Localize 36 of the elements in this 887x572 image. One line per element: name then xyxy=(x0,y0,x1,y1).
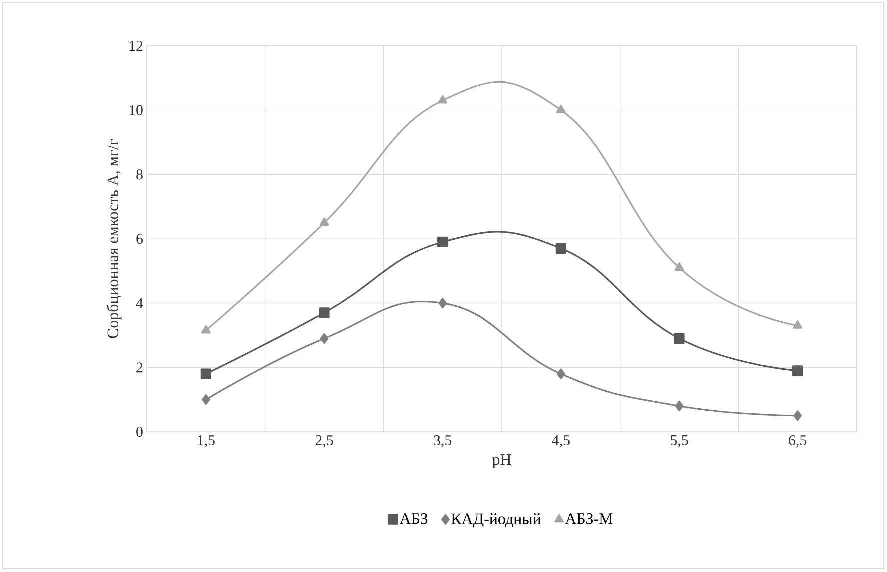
point xyxy=(438,95,448,104)
x-tick-label: 5,5 xyxy=(671,436,688,448)
point xyxy=(793,320,803,329)
point xyxy=(556,243,566,254)
point xyxy=(674,262,684,271)
point xyxy=(438,236,448,248)
x-axis-title: pH xyxy=(492,454,512,468)
point xyxy=(438,298,448,309)
point xyxy=(319,308,330,318)
y-tick-label: 10 xyxy=(130,105,143,116)
x-tick-label: 2,5 xyxy=(316,436,334,448)
point xyxy=(556,105,566,114)
point xyxy=(792,366,804,376)
point xyxy=(201,325,211,334)
x-tick-label: 3,5 xyxy=(434,436,452,448)
y-tick-label: 8 xyxy=(136,170,143,180)
y-tick-label: 12 xyxy=(130,41,143,51)
y-axis-title: Сорбционная емкость А, мг/г xyxy=(106,139,122,338)
legend-label: АБЗ-М xyxy=(565,514,613,524)
point xyxy=(202,394,210,406)
x-tick-label: 6,5 xyxy=(789,436,807,448)
x-tick-label: 4,5 xyxy=(552,436,570,448)
point xyxy=(675,400,684,412)
point xyxy=(674,333,685,344)
y-tick-label: 6 xyxy=(136,234,144,244)
legend-label: КАД-йодный xyxy=(452,513,541,528)
legend-label: АБЗ xyxy=(400,514,428,524)
y-tick-label: 2 xyxy=(136,362,143,373)
point xyxy=(794,410,802,422)
y-tick-label: 4 xyxy=(136,298,144,308)
x-tick-label: 1,5 xyxy=(198,436,215,448)
point xyxy=(200,368,212,380)
point xyxy=(556,368,566,380)
point xyxy=(320,333,329,344)
y-tick-label: 0 xyxy=(136,426,143,438)
point xyxy=(320,218,330,226)
